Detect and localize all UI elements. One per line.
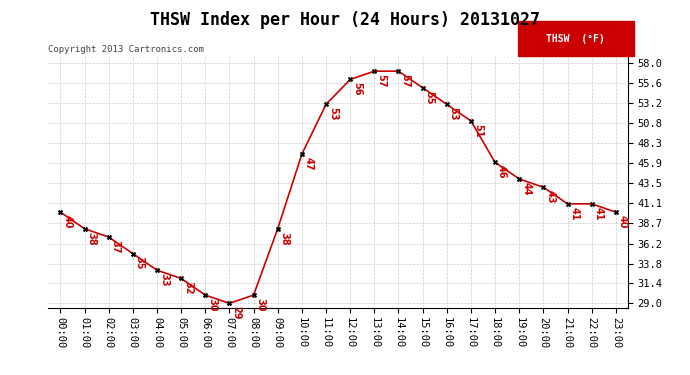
Point bbox=[465, 118, 476, 124]
Text: THSW  (°F): THSW (°F) bbox=[546, 34, 605, 44]
Point bbox=[224, 300, 235, 306]
Point bbox=[79, 226, 90, 232]
Point bbox=[417, 85, 428, 91]
Point bbox=[513, 176, 524, 182]
Text: 40: 40 bbox=[618, 215, 628, 228]
Text: 53: 53 bbox=[328, 107, 338, 121]
Point bbox=[538, 184, 549, 190]
Point bbox=[127, 251, 138, 257]
Point bbox=[152, 267, 163, 273]
Point bbox=[562, 201, 573, 207]
Text: 35: 35 bbox=[135, 256, 145, 270]
Point bbox=[490, 159, 501, 165]
Text: 47: 47 bbox=[304, 157, 314, 170]
Text: 56: 56 bbox=[352, 82, 362, 96]
Text: 38: 38 bbox=[279, 231, 290, 245]
Point bbox=[344, 76, 356, 82]
Text: 57: 57 bbox=[376, 74, 386, 87]
Point bbox=[393, 68, 404, 74]
Text: 51: 51 bbox=[473, 124, 483, 137]
Text: 46: 46 bbox=[497, 165, 507, 178]
Point bbox=[297, 151, 308, 157]
FancyBboxPatch shape bbox=[518, 21, 633, 56]
Text: 41: 41 bbox=[593, 207, 604, 220]
Text: 33: 33 bbox=[159, 273, 169, 286]
Point bbox=[104, 234, 115, 240]
Point bbox=[442, 101, 453, 107]
Point bbox=[368, 68, 380, 74]
Point bbox=[248, 292, 259, 298]
Point bbox=[175, 276, 186, 282]
Text: 53: 53 bbox=[448, 107, 459, 121]
Text: 41: 41 bbox=[569, 207, 580, 220]
Text: THSW Index per Hour (24 Hours) 20131027: THSW Index per Hour (24 Hours) 20131027 bbox=[150, 11, 540, 29]
Text: 30: 30 bbox=[255, 298, 266, 311]
Text: 55: 55 bbox=[424, 90, 435, 104]
Text: 38: 38 bbox=[86, 231, 97, 245]
Point bbox=[586, 201, 597, 207]
Text: 30: 30 bbox=[207, 298, 217, 311]
Text: 37: 37 bbox=[110, 240, 121, 253]
Point bbox=[200, 292, 211, 298]
Point bbox=[55, 209, 66, 215]
Point bbox=[272, 226, 284, 232]
Text: Copyright 2013 Cartronics.com: Copyright 2013 Cartronics.com bbox=[48, 45, 204, 54]
Text: 43: 43 bbox=[545, 190, 555, 204]
Point bbox=[320, 101, 331, 107]
Text: 44: 44 bbox=[521, 182, 531, 195]
Text: 40: 40 bbox=[62, 215, 72, 228]
Text: 32: 32 bbox=[183, 281, 193, 295]
Text: 29: 29 bbox=[231, 306, 241, 320]
Point bbox=[610, 209, 621, 215]
Text: 57: 57 bbox=[400, 74, 411, 87]
